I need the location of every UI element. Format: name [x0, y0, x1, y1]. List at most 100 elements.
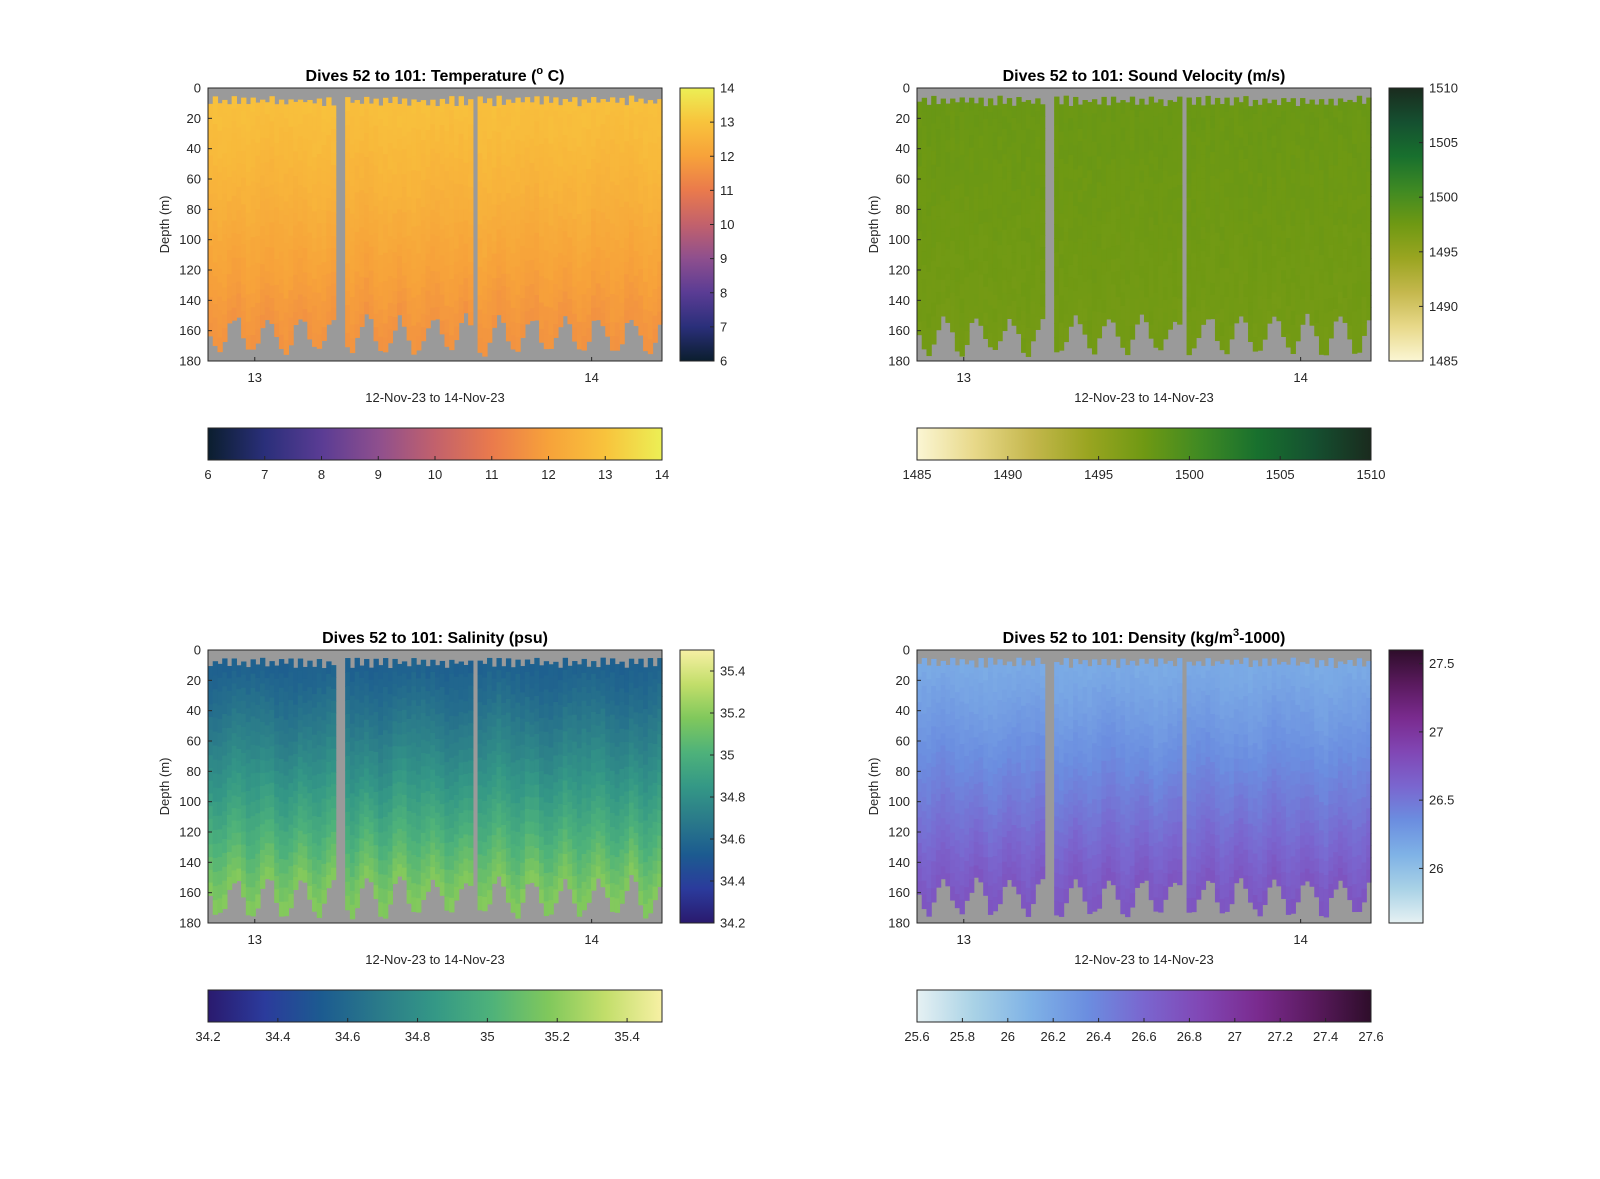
heatmap-cell: [964, 210, 970, 225]
heatmap-cell: [539, 744, 545, 759]
heatmap-cell: [449, 771, 455, 787]
heatmap-cell: [231, 195, 237, 209]
heatmap-cell: [406, 144, 412, 159]
heatmap-cell: [449, 222, 455, 238]
heatmap-cell: [354, 713, 360, 728]
heatmap-cell: [945, 249, 951, 263]
heatmap-cell: [411, 325, 417, 341]
heatmap-cell: [482, 746, 488, 761]
heatmap-cell: [529, 150, 535, 164]
heatmap-cell: [1290, 169, 1296, 184]
heatmap-cell: [217, 117, 223, 132]
heatmap-cell: [633, 188, 639, 202]
heatmap-cell: [387, 877, 394, 892]
heatmap-cell: [212, 717, 219, 733]
heatmap-cell: [250, 125, 256, 141]
heatmap-cell: [278, 858, 285, 874]
heatmap-cell: [330, 867, 337, 881]
heatmap-cell: [1125, 130, 1131, 145]
heatmap-cell: [260, 837, 266, 851]
heatmap-cell: [557, 729, 564, 743]
heatmap-cell: [567, 665, 573, 679]
heatmap-cell: [330, 712, 337, 726]
heatmap-cell: [241, 739, 247, 754]
heatmap-cell: [954, 116, 961, 131]
heatmap-cell: [1356, 266, 1363, 282]
heatmap-cell: [1285, 142, 1292, 158]
heatmap-cell: [430, 99, 436, 113]
heatmap-cell: [255, 880, 261, 895]
heatmap-cell: [973, 222, 980, 236]
heatmap-cell: [1248, 289, 1254, 303]
heatmap-cell: [548, 280, 554, 295]
heatmap-cell: [397, 852, 403, 865]
heatmap-cell: [491, 204, 498, 218]
heatmap-cell: [1144, 237, 1150, 250]
heatmap-cell: [439, 268, 446, 283]
heatmap-cell: [1162, 261, 1169, 275]
heatmap-cell: [1039, 151, 1046, 165]
heatmap-cell: [1077, 214, 1084, 227]
heatmap-cell: [326, 147, 332, 161]
heatmap-cell: [496, 95, 502, 109]
heatmap-cell: [236, 174, 242, 188]
heatmap-cell: [605, 690, 611, 705]
heatmap-cell: [501, 298, 507, 311]
heatmap-cell: [1073, 242, 1079, 255]
heatmap-cell: [510, 898, 516, 913]
heatmap-cell: [264, 295, 271, 308]
heatmap-cell: [1276, 200, 1282, 214]
heatmap-cell: [250, 744, 256, 760]
heatmap-cell: [283, 817, 289, 833]
heatmap-cell: [1162, 248, 1169, 262]
heatmap-cell: [647, 254, 654, 270]
heatmap-cell: [487, 657, 493, 673]
heatmap-cell: [921, 237, 928, 252]
heatmap-cell: [208, 882, 214, 896]
heatmap-cell: [1347, 299, 1353, 313]
heatmap-cell: [581, 840, 587, 855]
heatmap-cell: [983, 222, 989, 236]
heatmap-cell: [425, 703, 431, 717]
heatmap-cell: [416, 157, 422, 172]
heatmap-cell: [529, 688, 535, 702]
heatmap-cell: [453, 676, 460, 691]
heatmap-cell: [1158, 210, 1164, 226]
heatmap-cell: [406, 732, 412, 746]
heatmap-cell: [378, 227, 384, 243]
heatmap-cell: [983, 170, 989, 185]
heatmap-cell: [392, 304, 398, 318]
heatmap-cell: [468, 211, 474, 226]
heatmap-cell: [605, 664, 611, 679]
heatmap-cell: [482, 869, 488, 884]
heatmap-cell: [425, 142, 431, 156]
heatmap-cell: [1214, 151, 1221, 166]
heatmap-cell: [226, 116, 233, 130]
heatmap-cell: [316, 306, 323, 322]
heatmap-cell: [368, 679, 375, 693]
heatmap-cell: [458, 850, 464, 865]
heatmap-cell: [274, 889, 280, 903]
heatmap-cell: [1257, 172, 1263, 188]
heatmap-cell: [1328, 178, 1334, 193]
heatmap-cell: [359, 838, 365, 852]
h-colorbar-tick-label: 6: [204, 467, 211, 482]
heatmap-cell: [435, 236, 441, 249]
heatmap-cell: [354, 699, 360, 714]
heatmap-cell: [1101, 300, 1107, 314]
heatmap-cell: [624, 213, 630, 227]
heatmap-cell: [520, 836, 526, 851]
heatmap-cell: [1323, 160, 1330, 175]
heatmap-cell: [647, 226, 654, 242]
heatmap-cell: [926, 104, 932, 120]
heatmap-cell: [373, 98, 379, 113]
heatmap-cell: [1361, 116, 1367, 131]
heatmap-cell: [222, 852, 228, 868]
heatmap-cell: [359, 727, 365, 741]
heatmap-cell: [226, 237, 233, 251]
heatmap-cell: [600, 111, 606, 125]
heatmap-cell: [1106, 271, 1112, 284]
heatmap-cell: [572, 781, 578, 797]
heatmap-cell: [1144, 128, 1150, 142]
heatmap-cell: [1144, 176, 1150, 190]
